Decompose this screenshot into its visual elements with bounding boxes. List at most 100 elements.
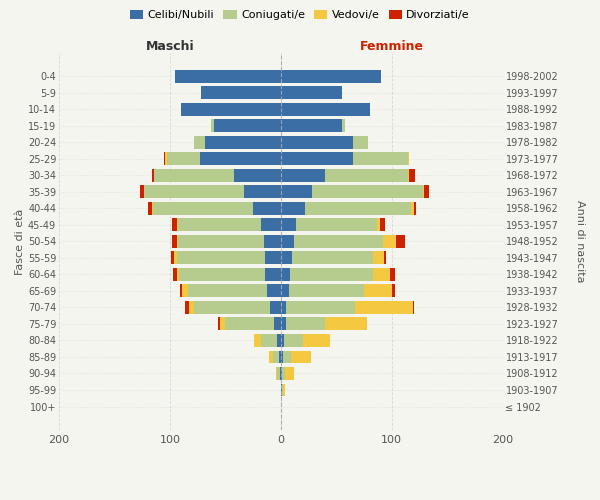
Bar (281, 70, 380, 82)
Bar (261, 218, 281, 231)
Bar (303, 334, 329, 347)
Bar (264, 235, 281, 248)
Bar (384, 252, 386, 264)
Bar (291, 350, 311, 364)
Text: Femmine: Femmine (360, 40, 424, 53)
Bar (305, 202, 410, 214)
Bar (253, 202, 281, 214)
Bar (244, 186, 281, 198)
Y-axis label: Fasce di età: Fasce di età (15, 208, 25, 274)
Bar (280, 367, 281, 380)
Bar (153, 202, 253, 214)
Bar (201, 86, 281, 99)
Bar (312, 186, 423, 198)
Bar (281, 301, 286, 314)
Bar (274, 318, 281, 330)
Bar (261, 334, 277, 347)
Bar (353, 136, 368, 148)
Bar (281, 367, 282, 380)
Bar (325, 318, 367, 330)
Bar (176, 235, 178, 248)
Bar (281, 384, 282, 396)
Bar (148, 202, 152, 214)
Text: Maschi: Maschi (146, 40, 194, 53)
Bar (424, 186, 430, 198)
Bar (268, 284, 281, 298)
Bar (281, 136, 353, 148)
Bar (200, 152, 281, 165)
Bar (179, 268, 265, 281)
Bar (188, 284, 268, 298)
Bar (414, 202, 416, 214)
Bar (180, 284, 182, 298)
Bar (281, 218, 296, 231)
Bar (145, 186, 244, 198)
Bar (373, 252, 384, 264)
Y-axis label: Anni di nascita: Anni di nascita (575, 200, 585, 282)
Bar (283, 350, 291, 364)
Bar (281, 334, 284, 347)
Bar (281, 186, 312, 198)
Bar (286, 318, 325, 330)
Bar (278, 350, 281, 364)
Bar (211, 119, 214, 132)
Legend: Celibi/Nubili, Coniugati/e, Vedovi/e, Divorziati/e: Celibi/Nubili, Coniugati/e, Vedovi/e, Di… (125, 6, 475, 25)
Bar (189, 301, 194, 314)
Bar (175, 252, 176, 264)
Bar (273, 350, 278, 364)
Bar (173, 268, 176, 281)
Bar (290, 268, 373, 281)
Bar (355, 301, 413, 314)
Bar (373, 268, 389, 281)
Bar (176, 268, 179, 281)
Bar (281, 252, 292, 264)
Bar (342, 119, 345, 132)
Bar (396, 235, 405, 248)
Bar (364, 284, 392, 298)
Bar (413, 301, 414, 314)
Bar (167, 152, 200, 165)
Bar (409, 169, 415, 181)
Bar (166, 152, 167, 165)
Bar (265, 252, 281, 264)
Bar (281, 235, 294, 248)
Bar (281, 102, 370, 116)
Bar (353, 152, 409, 165)
Bar (175, 70, 281, 82)
Bar (185, 301, 189, 314)
Bar (281, 284, 289, 298)
Bar (410, 202, 414, 214)
Bar (176, 252, 265, 264)
Bar (154, 169, 234, 181)
Bar (182, 284, 188, 298)
Bar (281, 350, 283, 364)
Bar (423, 186, 424, 198)
Bar (140, 186, 145, 198)
Bar (176, 218, 178, 231)
Bar (283, 384, 285, 396)
Bar (194, 136, 205, 148)
Bar (383, 235, 396, 248)
Bar (294, 235, 383, 248)
Bar (164, 152, 166, 165)
Bar (281, 169, 325, 181)
Bar (220, 318, 226, 330)
Bar (281, 152, 353, 165)
Bar (205, 136, 281, 148)
Bar (178, 218, 261, 231)
Bar (389, 268, 395, 281)
Bar (281, 202, 305, 214)
Bar (377, 218, 380, 231)
Bar (269, 350, 273, 364)
Bar (181, 102, 281, 116)
Bar (296, 218, 377, 231)
Bar (281, 119, 342, 132)
Bar (289, 284, 364, 298)
Bar (194, 301, 270, 314)
Bar (392, 284, 395, 298)
Bar (325, 169, 409, 181)
Bar (277, 367, 280, 380)
Bar (265, 268, 281, 281)
Bar (380, 218, 385, 231)
Bar (281, 86, 342, 99)
